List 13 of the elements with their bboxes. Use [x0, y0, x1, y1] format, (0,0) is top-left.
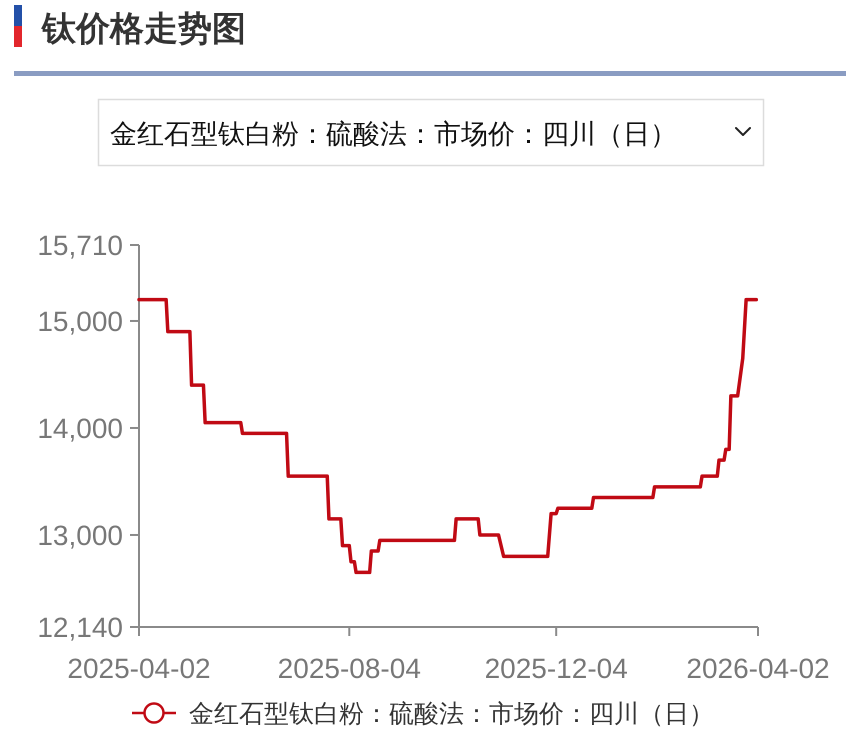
y-tick-label: 15,000 — [37, 306, 123, 337]
y-tick-label: 15,710 — [37, 230, 123, 261]
y-tick-label: 13,000 — [37, 520, 123, 551]
chart-subtitle: 金红石型钛白粉：硫酸法：市场价：四川（日） — [110, 119, 677, 149]
x-tick-label: 2026-04-02 — [686, 653, 830, 684]
x-tick-label: 2025-08-04 — [278, 653, 421, 684]
y-tick-label: 12,140 — [37, 612, 123, 643]
x-tick-label: 2025-04-02 — [67, 653, 211, 684]
chart-title: 钛价格走势图 — [40, 10, 246, 48]
x-tick-label: 2025-12-04 — [484, 653, 628, 684]
y-tick-label: 14,000 — [37, 412, 123, 444]
legend-label: 金红石型钛白粉：硫酸法：市场价：四川（日） — [189, 700, 714, 728]
line-series — [137, 298, 758, 574]
